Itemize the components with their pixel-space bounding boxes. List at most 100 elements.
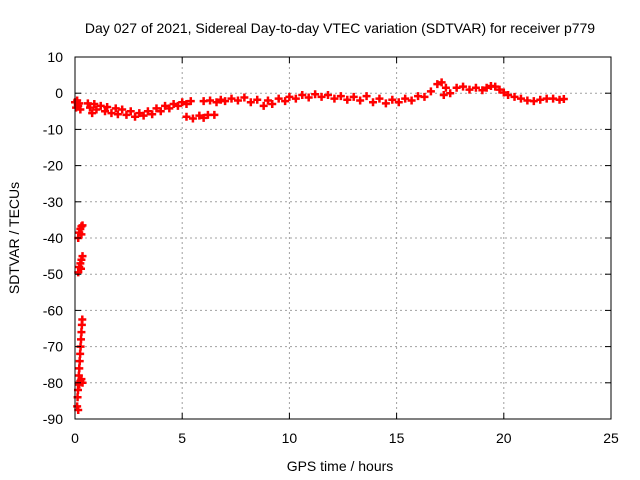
data-point	[504, 91, 513, 100]
data-point	[495, 85, 504, 94]
data-point	[77, 335, 86, 344]
data-point	[186, 97, 195, 106]
data-point	[426, 87, 435, 96]
data-point	[381, 99, 390, 108]
data-point	[76, 105, 85, 114]
data-point	[221, 97, 230, 106]
data-point	[76, 349, 85, 358]
x-tick-label: 5	[178, 430, 186, 446]
data-point	[281, 97, 290, 106]
data-point	[274, 94, 283, 103]
data-point	[441, 83, 450, 92]
data-point	[75, 357, 84, 366]
data-point	[143, 107, 152, 116]
data-point	[478, 86, 487, 95]
data-point	[122, 110, 131, 119]
data-point	[195, 111, 204, 120]
data-point	[559, 94, 568, 103]
data-point	[437, 78, 446, 87]
data-point	[268, 100, 277, 109]
y-tick-label: -20	[43, 158, 63, 174]
data-point	[77, 328, 86, 337]
data-point	[465, 85, 474, 94]
data-point	[323, 91, 332, 100]
data-point	[173, 101, 182, 110]
data-point	[459, 82, 468, 91]
data-point	[516, 94, 525, 103]
data-point	[369, 98, 378, 107]
x-tick-label: 10	[282, 430, 298, 446]
data-point	[362, 92, 371, 101]
y-tick-label: -10	[43, 121, 63, 137]
data-point	[246, 98, 255, 107]
data-point	[311, 90, 320, 99]
y-tick-labels: 10 0 -10 -20 -30 -40 -50 -60 -70 -80 -90	[43, 49, 63, 427]
data-point	[407, 96, 416, 105]
data-point	[482, 83, 491, 92]
data-point	[101, 107, 110, 116]
data-point	[148, 110, 157, 119]
data-point	[86, 103, 95, 112]
data-point	[499, 88, 508, 97]
data-point	[77, 230, 86, 239]
data-point	[126, 107, 135, 116]
data-point	[161, 101, 170, 110]
data-point	[77, 264, 86, 273]
y-tick-label: -60	[43, 302, 63, 318]
y-tick-label: -40	[43, 230, 63, 246]
data-point	[510, 92, 519, 101]
data-point	[169, 100, 178, 109]
data-point	[199, 113, 208, 122]
y-tick-label: -30	[43, 194, 63, 210]
data-point	[285, 92, 294, 101]
data-point	[88, 109, 97, 118]
data-point	[349, 92, 358, 101]
data-point	[75, 364, 84, 373]
data-point	[491, 82, 500, 91]
data-point	[304, 93, 313, 102]
data-point	[139, 111, 148, 120]
data-point	[92, 105, 101, 114]
data-point	[263, 96, 272, 105]
data-point	[165, 104, 174, 113]
data-point	[394, 98, 403, 107]
data-point	[90, 100, 99, 109]
data-point	[78, 221, 87, 230]
y-tick-label: 10	[47, 49, 63, 65]
data-point	[253, 95, 262, 104]
data-point	[103, 102, 112, 111]
data-point	[182, 100, 191, 109]
data-point	[401, 94, 410, 103]
data-point	[317, 92, 326, 101]
data-point	[343, 95, 352, 104]
data-point	[420, 92, 429, 101]
data-point	[433, 80, 442, 89]
x-tick-label: 15	[389, 430, 405, 446]
y-tick-label: -90	[43, 411, 63, 427]
data-point	[74, 405, 83, 414]
data-point	[375, 94, 384, 103]
data-point	[78, 252, 87, 261]
data-point	[291, 94, 300, 103]
axis-ticks	[74, 56, 612, 420]
data-point	[330, 94, 339, 103]
data-point	[131, 112, 140, 121]
data-point	[529, 97, 538, 106]
data-point	[439, 91, 448, 100]
data-point	[356, 96, 365, 105]
data-point	[78, 315, 87, 324]
data-point	[471, 83, 480, 92]
chart-title: Day 027 of 2021, Sidereal Day-to-day VTE…	[85, 20, 595, 36]
data-point	[446, 89, 455, 98]
data-point	[135, 109, 144, 118]
data-point	[188, 114, 197, 123]
data-point	[152, 104, 161, 113]
data-point	[240, 93, 249, 102]
x-tick-label: 25	[603, 430, 619, 446]
x-tick-labels: 0 5 10 15 20 25	[71, 430, 619, 446]
data-point	[206, 96, 215, 105]
data-point	[210, 110, 219, 119]
data-point	[118, 105, 127, 114]
